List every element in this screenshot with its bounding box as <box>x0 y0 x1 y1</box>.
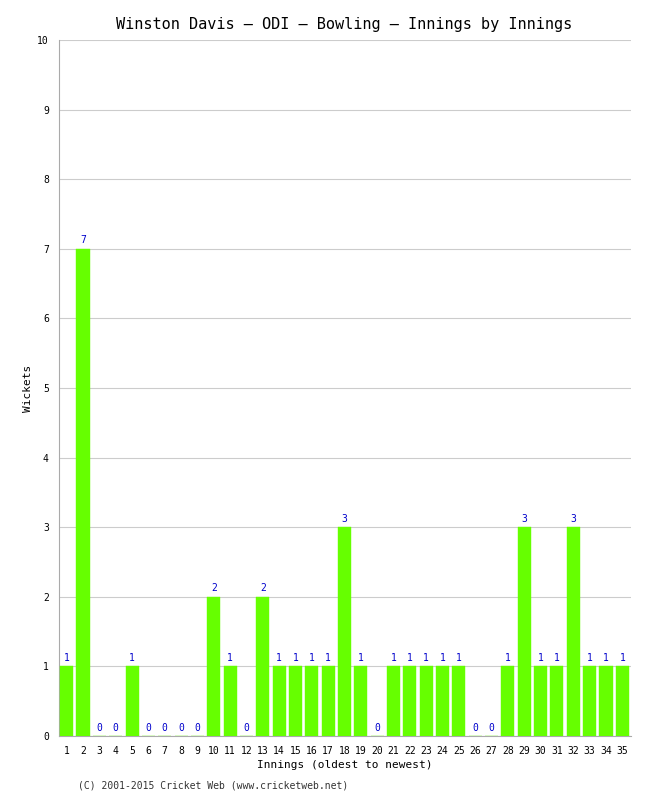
Text: 1: 1 <box>619 653 625 663</box>
Bar <box>272 666 285 736</box>
Text: 0: 0 <box>96 722 102 733</box>
Text: 1: 1 <box>309 653 315 663</box>
Bar <box>583 666 596 736</box>
Bar <box>60 666 73 736</box>
Text: 3: 3 <box>521 514 527 524</box>
Bar <box>420 666 433 736</box>
Bar <box>224 666 237 736</box>
Bar <box>452 666 465 736</box>
Bar <box>322 666 335 736</box>
Bar <box>404 666 417 736</box>
Bar <box>387 666 400 736</box>
Bar <box>289 666 302 736</box>
Text: 1: 1 <box>554 653 560 663</box>
Text: 1: 1 <box>391 653 396 663</box>
Bar <box>306 666 318 736</box>
Text: 0: 0 <box>244 722 250 733</box>
Text: 0: 0 <box>473 722 478 733</box>
Text: 0: 0 <box>146 722 151 733</box>
Bar <box>256 597 269 736</box>
Text: 1: 1 <box>538 653 543 663</box>
Text: (C) 2001-2015 Cricket Web (www.cricketweb.net): (C) 2001-2015 Cricket Web (www.cricketwe… <box>78 781 348 790</box>
Bar <box>207 597 220 736</box>
Text: 1: 1 <box>129 653 135 663</box>
Bar <box>567 527 580 736</box>
Bar <box>518 527 531 736</box>
Text: 1: 1 <box>325 653 331 663</box>
X-axis label: Innings (oldest to newest): Innings (oldest to newest) <box>257 760 432 770</box>
Text: 1: 1 <box>603 653 609 663</box>
Text: 1: 1 <box>64 653 70 663</box>
Text: 0: 0 <box>374 722 380 733</box>
Text: 2: 2 <box>260 583 266 594</box>
Text: 1: 1 <box>358 653 364 663</box>
Bar <box>599 666 612 736</box>
Bar <box>77 249 90 736</box>
Bar <box>616 666 629 736</box>
Bar <box>354 666 367 736</box>
Text: 0: 0 <box>178 722 184 733</box>
Bar <box>551 666 564 736</box>
Text: 1: 1 <box>276 653 282 663</box>
Text: 1: 1 <box>227 653 233 663</box>
Text: 1: 1 <box>423 653 429 663</box>
Text: 1: 1 <box>292 653 298 663</box>
Text: 1: 1 <box>505 653 511 663</box>
Text: 3: 3 <box>341 514 348 524</box>
Text: 1: 1 <box>439 653 445 663</box>
Bar <box>534 666 547 736</box>
Bar <box>338 527 351 736</box>
Bar <box>436 666 449 736</box>
Text: 1: 1 <box>456 653 462 663</box>
Text: 0: 0 <box>194 722 200 733</box>
Text: 0: 0 <box>112 722 119 733</box>
Text: 2: 2 <box>211 583 216 594</box>
Bar <box>501 666 514 736</box>
Text: 1: 1 <box>587 653 593 663</box>
Text: 7: 7 <box>80 235 86 246</box>
Bar <box>125 666 138 736</box>
Text: 0: 0 <box>489 722 495 733</box>
Text: 3: 3 <box>570 514 577 524</box>
Text: 1: 1 <box>407 653 413 663</box>
Y-axis label: Wickets: Wickets <box>23 364 33 412</box>
Title: Winston Davis – ODI – Bowling – Innings by Innings: Winston Davis – ODI – Bowling – Innings … <box>116 17 573 32</box>
Text: 0: 0 <box>162 722 168 733</box>
